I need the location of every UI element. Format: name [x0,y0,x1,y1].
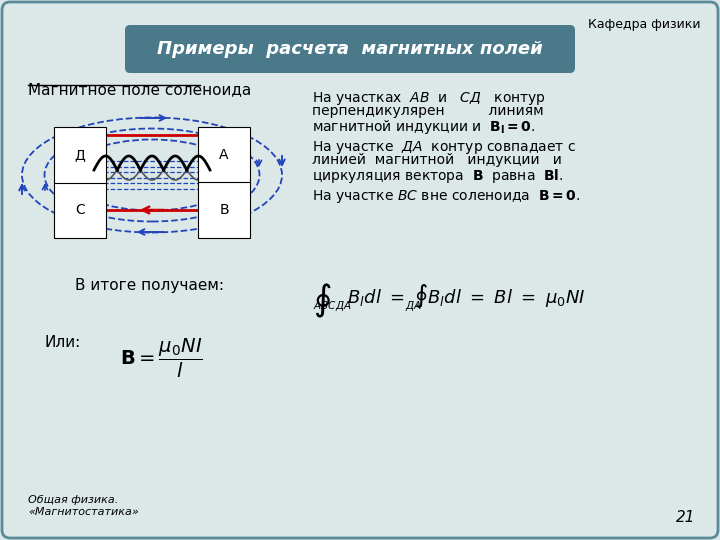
Text: Магнитное поле соленоида: Магнитное поле соленоида [28,82,251,97]
Text: $\oint$: $\oint$ [313,282,331,320]
Text: A: A [220,148,229,162]
Text: Примеры  расчета  магнитных полей: Примеры расчета магнитных полей [157,40,543,58]
Text: Кафедра физики: Кафедра физики [588,18,700,31]
Text: циркуляция вектора  $\mathbf{B}$  равна  $\mathbf{Bl}$.: циркуляция вектора $\mathbf{B}$ равна $\… [312,167,564,185]
Text: C: C [75,203,85,217]
Text: B: B [219,203,229,217]
Text: В итоге получаем:: В итоге получаем: [75,278,224,293]
Text: 21: 21 [675,510,695,525]
Text: Или:: Или: [45,335,81,350]
Text: «Магнитостатика»: «Магнитостатика» [28,507,139,517]
Text: $\mathbf{B} = \dfrac{\mu_0 NI}{l}$: $\mathbf{B} = \dfrac{\mu_0 NI}{l}$ [120,337,203,380]
Text: перпендикулярен          линиям: перпендикулярен линиям [312,104,544,118]
Text: $ДА$: $ДА$ [405,300,422,313]
Text: На участках  $AB$  и   $СД$   контур: На участках $AB$ и $СД$ контур [312,90,546,107]
Text: $ABCДА$: $ABCДА$ [313,300,351,313]
Text: линией  магнитной   индукции   и: линией магнитной индукции и [312,153,562,167]
Bar [80,135,224,210]
Text: Общая физика.: Общая физика. [28,495,118,505]
Text: Д: Д [75,148,86,162]
Text: $\quad B_l dl\ =\ \oint B_l dl\ =\ Bl\ =\ \mu_0 NI$: $\quad B_l dl\ =\ \oint B_l dl\ =\ Bl\ =… [330,282,585,310]
Text: На участке $BC$ вне соленоида  $\mathbf{B = 0}$.: На участке $BC$ вне соленоида $\mathbf{B… [312,188,580,205]
Text: магнитной индукции и  $\mathbf{B_l = 0}$.: магнитной индукции и $\mathbf{B_l = 0}$. [312,118,536,136]
FancyBboxPatch shape [125,25,575,73]
Text: На участке  $ДА$  контур совпадает с: На участке $ДА$ контур совпадает с [312,139,576,156]
